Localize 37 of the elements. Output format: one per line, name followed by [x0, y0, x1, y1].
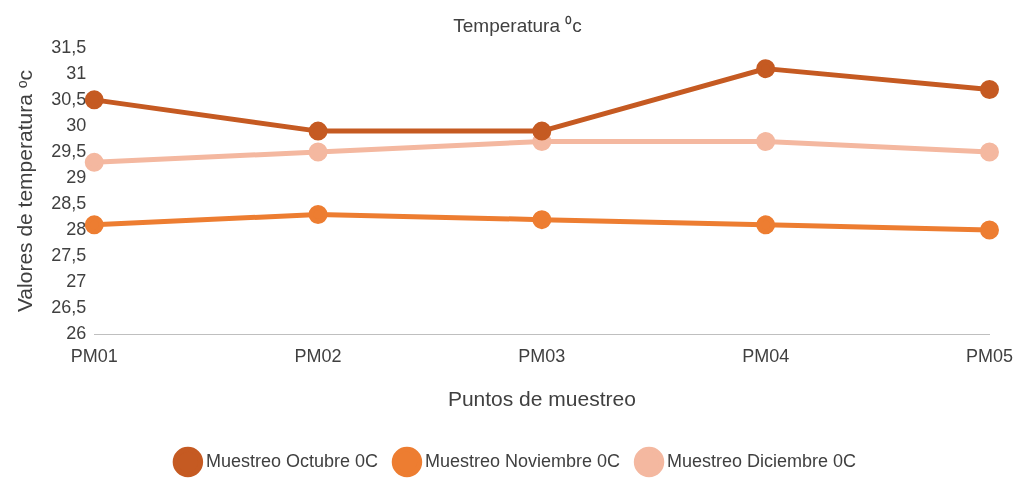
legend-label: Muestreo Diciembre 0C — [667, 450, 857, 471]
y-tick-label: 27 — [66, 271, 87, 292]
y-tick-label: 28,5 — [51, 192, 87, 213]
x-tick-label: PM03 — [518, 345, 566, 366]
point — [308, 142, 328, 162]
point — [532, 121, 552, 141]
point — [979, 220, 999, 240]
point — [532, 210, 552, 230]
x-tick-label: PM05 — [965, 345, 1013, 366]
point — [756, 215, 776, 235]
y-tick-label: 26,5 — [51, 297, 87, 318]
x-tick-label: PM01 — [70, 345, 118, 366]
x-tick-label: PM02 — [294, 345, 342, 366]
y-tick-label: 31,5 — [51, 36, 87, 57]
y-tick-label: 31 — [66, 62, 87, 83]
y-tick-label: 28 — [66, 219, 87, 240]
y-tick-label: 27,5 — [51, 245, 87, 266]
y-tick-label: 30,5 — [51, 88, 87, 109]
point — [979, 142, 999, 162]
point — [84, 152, 104, 172]
x-tick-label: PM04 — [742, 345, 790, 366]
legend-label: Muestreo Octubre 0C — [205, 450, 378, 471]
y-axis-title: Valores de temperatura ᵒc — [13, 69, 37, 313]
y-tick-label: 26 — [66, 323, 87, 344]
point — [756, 59, 776, 79]
point — [308, 121, 328, 141]
y-tick-label: 29 — [66, 166, 87, 187]
legend-label: Muestreo Noviembre 0C — [424, 450, 621, 471]
point — [84, 90, 104, 110]
point — [756, 132, 776, 152]
point — [308, 204, 328, 224]
point — [979, 79, 999, 99]
point — [84, 215, 104, 235]
y-tick-label: 29,5 — [51, 140, 87, 161]
chart-title: Temperatura ⁰c — [453, 14, 582, 36]
x-axis-title: Puntos de muestreo — [447, 387, 636, 411]
y-tick-label: 30 — [66, 114, 87, 135]
